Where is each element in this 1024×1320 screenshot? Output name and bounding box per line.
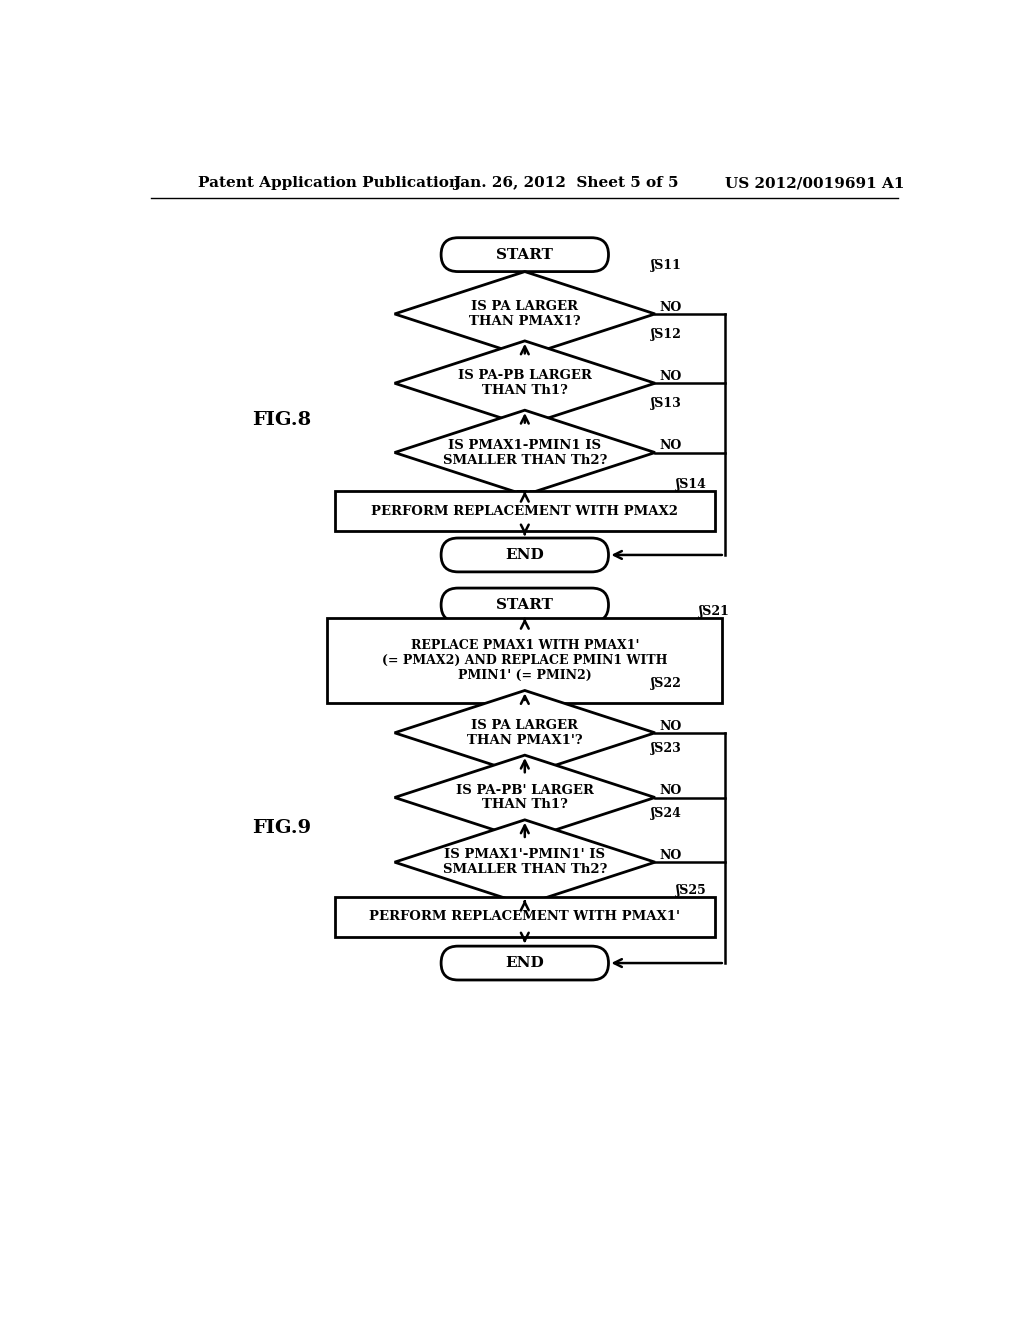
Text: PERFORM REPLACEMENT WITH PMAX2: PERFORM REPLACEMENT WITH PMAX2 bbox=[372, 504, 678, 517]
Text: NO: NO bbox=[659, 370, 682, 383]
Text: YES: YES bbox=[509, 834, 537, 847]
Text: START: START bbox=[497, 248, 553, 261]
Polygon shape bbox=[394, 272, 655, 356]
Text: US 2012/0019691 A1: US 2012/0019691 A1 bbox=[725, 176, 904, 190]
Text: NO: NO bbox=[659, 719, 682, 733]
Text: ʃS14: ʃS14 bbox=[676, 478, 707, 491]
Text: IS PA-PB' LARGER
THAN Th1?: IS PA-PB' LARGER THAN Th1? bbox=[456, 784, 594, 812]
Text: Jan. 26, 2012  Sheet 5 of 5: Jan. 26, 2012 Sheet 5 of 5 bbox=[454, 176, 679, 190]
Text: ʃS12: ʃS12 bbox=[651, 327, 682, 341]
Text: ʃS23: ʃS23 bbox=[651, 742, 682, 755]
Text: END: END bbox=[506, 956, 544, 970]
Text: YES: YES bbox=[509, 770, 537, 783]
Text: NO: NO bbox=[659, 849, 682, 862]
Polygon shape bbox=[394, 820, 655, 904]
Text: NO: NO bbox=[659, 301, 682, 314]
Text: NO: NO bbox=[659, 784, 682, 797]
Text: ʃS24: ʃS24 bbox=[651, 807, 682, 820]
FancyBboxPatch shape bbox=[441, 539, 608, 572]
Text: YES: YES bbox=[509, 420, 537, 433]
FancyBboxPatch shape bbox=[441, 589, 608, 622]
Bar bbox=[328, 618, 722, 702]
Text: FIG.8: FIG.8 bbox=[252, 412, 311, 429]
Polygon shape bbox=[394, 341, 655, 425]
Text: PERFORM REPLACEMENT WITH PMAX1': PERFORM REPLACEMENT WITH PMAX1' bbox=[370, 911, 680, 924]
Text: YES: YES bbox=[509, 490, 537, 503]
Text: YES: YES bbox=[509, 351, 537, 364]
Text: REPLACE PMAX1 WITH PMAX1'
(= PMAX2) AND REPLACE PMIN1 WITH
PMIN1' (= PMIN2): REPLACE PMAX1 WITH PMAX1' (= PMAX2) AND … bbox=[382, 639, 668, 682]
Text: Patent Application Publication: Patent Application Publication bbox=[198, 176, 460, 190]
Text: IS PA LARGER
THAN PMAX1?: IS PA LARGER THAN PMAX1? bbox=[469, 300, 581, 327]
Bar bbox=[335, 491, 715, 531]
Text: ʃS25: ʃS25 bbox=[676, 884, 707, 896]
Text: END: END bbox=[506, 548, 544, 562]
Text: YES: YES bbox=[509, 899, 537, 912]
Polygon shape bbox=[394, 755, 655, 840]
FancyBboxPatch shape bbox=[441, 946, 608, 979]
Text: IS PA-PB LARGER
THAN Th1?: IS PA-PB LARGER THAN Th1? bbox=[458, 370, 592, 397]
Text: ʃS13: ʃS13 bbox=[651, 397, 682, 411]
Text: ʃS11: ʃS11 bbox=[651, 259, 682, 272]
Text: IS PA LARGER
THAN PMAX1'?: IS PA LARGER THAN PMAX1'? bbox=[467, 719, 583, 747]
Text: ʃS22: ʃS22 bbox=[651, 677, 682, 690]
FancyBboxPatch shape bbox=[441, 238, 608, 272]
Bar bbox=[335, 896, 715, 937]
Text: NO: NO bbox=[659, 440, 682, 453]
Text: FIG.9: FIG.9 bbox=[252, 820, 311, 837]
Text: IS PMAX1-PMIN1 IS
SMALLER THAN Th2?: IS PMAX1-PMIN1 IS SMALLER THAN Th2? bbox=[442, 438, 607, 466]
Text: IS PMAX1'-PMIN1' IS
SMALLER THAN Th2?: IS PMAX1'-PMIN1' IS SMALLER THAN Th2? bbox=[442, 849, 607, 876]
Text: ʃS21: ʃS21 bbox=[699, 605, 730, 618]
Polygon shape bbox=[394, 411, 655, 495]
Polygon shape bbox=[394, 690, 655, 775]
Text: START: START bbox=[497, 598, 553, 612]
